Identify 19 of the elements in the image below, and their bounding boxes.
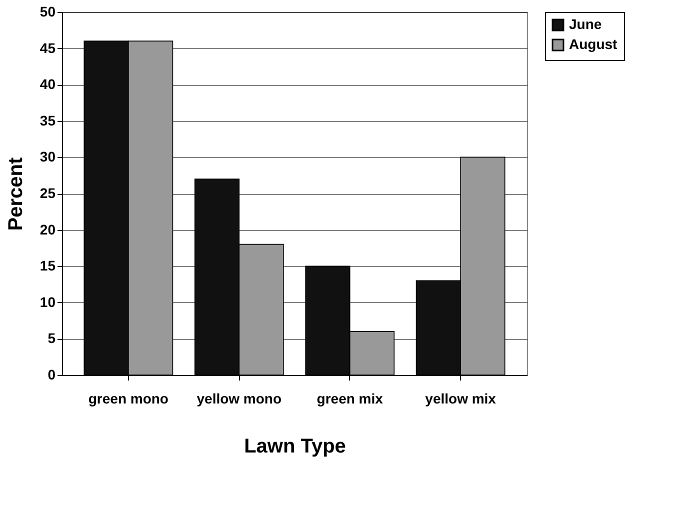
- y-tick-label: 0: [48, 366, 56, 382]
- y-tick-label: 35: [40, 112, 56, 128]
- x-tick-label: green mono: [88, 390, 168, 406]
- y-tick-label: 25: [40, 185, 56, 201]
- x-tick-label: yellow mix: [425, 390, 496, 406]
- x-tick-label: green mix: [316, 390, 384, 406]
- y-tick-label: 45: [40, 40, 56, 56]
- legend-label: August: [569, 36, 618, 52]
- x-tick-label: yellow mono: [196, 390, 282, 406]
- legend-label: June: [569, 16, 602, 32]
- x-axis-title: Lawn Type: [244, 436, 346, 458]
- y-tick-label: 20: [40, 221, 56, 238]
- y-tick-label: 30: [40, 148, 56, 165]
- y-axis-title: Percent: [4, 156, 27, 231]
- y-tick-label: 10: [40, 294, 56, 310]
- y-tick-label: 5: [48, 330, 56, 346]
- y-tick-label: 15: [40, 258, 56, 274]
- y-tick-label: 50: [40, 4, 56, 20]
- y-tick-label: 40: [40, 76, 56, 92]
